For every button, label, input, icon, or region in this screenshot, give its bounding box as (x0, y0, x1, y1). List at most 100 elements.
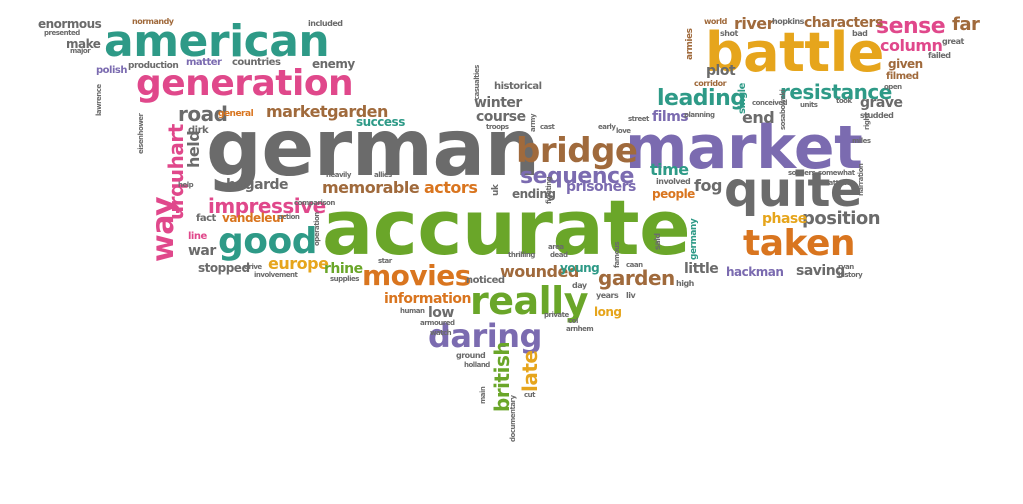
word-right: right (863, 113, 871, 130)
word-eisenhower: eisenhower (137, 113, 145, 154)
word-vandeleur: vandeleur (222, 211, 286, 225)
word-bad: bad (852, 29, 868, 38)
word-documentary: documentary (509, 395, 517, 442)
word-took: took (836, 97, 852, 105)
word-open: open (884, 83, 902, 91)
word-corridor: corridor (694, 79, 727, 88)
word-prisoners: prisoners (566, 179, 636, 195)
word-arnhem: arnhem (566, 325, 594, 333)
word-major: major (70, 47, 91, 55)
word-garden: garden (598, 266, 675, 290)
word-resistance: resistance (780, 80, 892, 104)
word-casualties: casualties (473, 65, 481, 100)
word-fact: fact (196, 213, 216, 224)
word-liv: liv (626, 291, 636, 300)
word-little: little (684, 261, 719, 277)
word-general: general (218, 109, 254, 119)
word-war: war (188, 243, 216, 259)
word-famous: famous (613, 241, 621, 268)
word-involvement: involvement (254, 271, 298, 279)
word-long: long (594, 305, 622, 319)
word-units: units (800, 101, 818, 109)
word-operation: operation (313, 212, 321, 246)
word-miles: miles (852, 137, 871, 145)
word-allies: allies (374, 171, 392, 179)
word-battle: battle (705, 21, 884, 84)
word-young: young (560, 261, 600, 275)
word-battalion: battalion (824, 179, 856, 187)
word-private: private (544, 311, 569, 319)
word-presented: presented (44, 29, 80, 37)
word-position: position (802, 208, 881, 229)
word-ending: ending (512, 187, 556, 201)
word-uk: uk (491, 184, 501, 196)
word-wounded: wounded (500, 262, 579, 281)
word-early: early (598, 123, 616, 131)
word-line: line (188, 231, 207, 242)
word-information: information (384, 291, 472, 307)
word-low: low (428, 305, 454, 321)
word-good: good (218, 221, 318, 262)
word-caan: caan (626, 261, 643, 269)
word-hackman: hackman (726, 265, 784, 279)
word-given: given (888, 57, 923, 71)
word-sequence: sequence (520, 164, 634, 189)
word-impressive: impressive (208, 194, 326, 218)
word-dead: dead (550, 251, 568, 259)
word-troops: troops (486, 123, 509, 131)
word-fighting: fighting (545, 176, 553, 204)
word-success: success (356, 115, 405, 129)
word-lawrence: lawrence (95, 84, 103, 116)
word-road: road (178, 102, 228, 126)
word-accurate: accurate (322, 183, 691, 272)
word-drive: drive (244, 263, 262, 271)
word-ryan: ryan (838, 263, 854, 271)
word-street: street (628, 115, 649, 123)
word-countries: countries (232, 57, 281, 68)
word-dirk: dirk (188, 125, 209, 136)
word-conceived: conceived (752, 99, 788, 107)
word-sosabowski: sosabowski (779, 89, 787, 130)
word-enormous: enormous (38, 17, 102, 31)
word-fog: fog (694, 176, 722, 195)
word-time: time (650, 160, 689, 179)
word-somewhat: somewhat (818, 169, 855, 177)
word-quite: quite (724, 162, 862, 218)
word-main: main (479, 386, 487, 404)
word-years: years (596, 291, 619, 300)
word-shot: shot (720, 29, 738, 38)
word-films: films (652, 109, 689, 125)
word-end: end (742, 108, 775, 127)
word-saving: saving (796, 263, 845, 279)
word-cast: cast (540, 123, 555, 131)
word-day: day (572, 281, 587, 290)
word-watch: watch (430, 329, 452, 337)
word-make: make (66, 37, 101, 51)
word-far: far (952, 14, 980, 35)
word-normandy: normandy (132, 17, 174, 26)
word-rhine: rhine (324, 261, 363, 277)
word-bridge: bridge (516, 131, 638, 171)
word-american: american (104, 16, 330, 67)
word-germany: germany (689, 218, 699, 260)
word-winter: winter (474, 95, 522, 111)
word-world: world (704, 17, 727, 26)
word-sense: sense (876, 14, 946, 39)
word-leading: leading (657, 86, 746, 111)
word-enemy: enemy (312, 57, 355, 71)
word-holland: holland (464, 361, 490, 369)
word-matter: matter (186, 57, 222, 68)
word-studded: studded (860, 111, 894, 120)
word-europe: europe (268, 254, 329, 273)
word-armoured: armoured (420, 319, 455, 327)
word-plot: plot (706, 63, 736, 79)
word-thrilling: thrilling (508, 251, 535, 259)
word-comparison: comparison (294, 199, 335, 207)
word-daring: daring (428, 317, 542, 355)
word-really: really (470, 279, 588, 323)
word-late: late (518, 350, 542, 392)
word-soldiers: soldiers (788, 169, 816, 177)
word-army: army (529, 113, 537, 132)
word-area: area (548, 243, 564, 251)
word-market: market (625, 113, 863, 183)
